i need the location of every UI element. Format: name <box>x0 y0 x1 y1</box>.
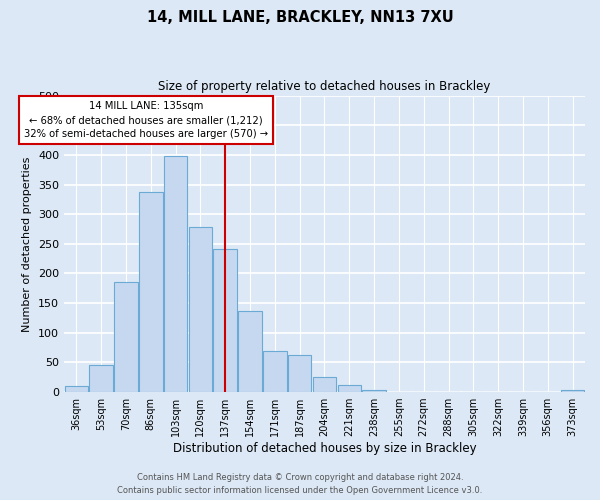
Bar <box>561 390 584 392</box>
Bar <box>214 248 237 392</box>
Bar <box>164 156 187 392</box>
Bar <box>338 385 361 392</box>
Bar <box>114 282 138 392</box>
Bar <box>89 365 113 392</box>
Bar <box>362 390 386 392</box>
Text: Contains HM Land Registry data © Crown copyright and database right 2024.
Contai: Contains HM Land Registry data © Crown c… <box>118 474 482 495</box>
Y-axis label: Number of detached properties: Number of detached properties <box>22 156 32 332</box>
Text: 14, MILL LANE, BRACKLEY, NN13 7XU: 14, MILL LANE, BRACKLEY, NN13 7XU <box>146 10 454 25</box>
Bar <box>65 386 88 392</box>
Bar <box>288 356 311 392</box>
X-axis label: Distribution of detached houses by size in Brackley: Distribution of detached houses by size … <box>173 442 476 455</box>
Bar <box>263 350 287 392</box>
Title: Size of property relative to detached houses in Brackley: Size of property relative to detached ho… <box>158 80 491 93</box>
Bar <box>313 378 336 392</box>
Text: 14 MILL LANE: 135sqm
← 68% of detached houses are smaller (1,212)
32% of semi-de: 14 MILL LANE: 135sqm ← 68% of detached h… <box>24 102 268 140</box>
Bar <box>188 227 212 392</box>
Bar <box>238 311 262 392</box>
Bar <box>139 192 163 392</box>
